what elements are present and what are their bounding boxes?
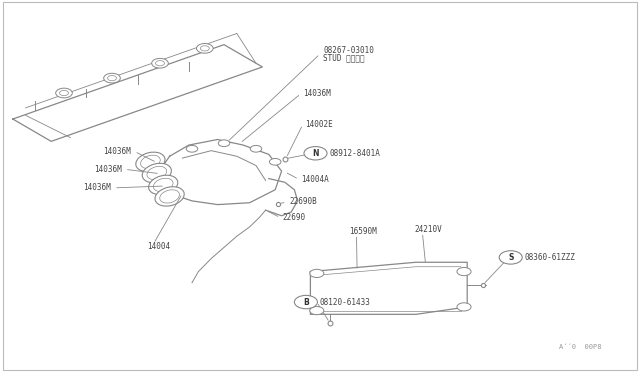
Circle shape bbox=[152, 58, 168, 68]
Circle shape bbox=[108, 76, 116, 81]
Circle shape bbox=[499, 251, 522, 264]
Text: A´´0  00P8: A´´0 00P8 bbox=[559, 344, 602, 350]
Ellipse shape bbox=[141, 155, 160, 169]
Text: S: S bbox=[508, 253, 513, 262]
Text: 14036M: 14036M bbox=[303, 89, 330, 98]
Circle shape bbox=[186, 145, 198, 152]
Text: 14004A: 14004A bbox=[301, 175, 328, 184]
Ellipse shape bbox=[136, 152, 165, 171]
Ellipse shape bbox=[154, 178, 173, 192]
Text: 22690: 22690 bbox=[282, 213, 305, 222]
Text: 14004: 14004 bbox=[147, 242, 170, 251]
Circle shape bbox=[310, 269, 324, 278]
Ellipse shape bbox=[142, 163, 172, 183]
Text: 16590M: 16590M bbox=[349, 227, 376, 236]
Circle shape bbox=[104, 73, 120, 83]
Circle shape bbox=[457, 303, 471, 311]
Circle shape bbox=[56, 88, 72, 98]
Circle shape bbox=[60, 90, 68, 96]
Circle shape bbox=[269, 158, 281, 165]
Text: 08267-03010: 08267-03010 bbox=[323, 46, 374, 55]
Text: 24210V: 24210V bbox=[415, 225, 442, 234]
Circle shape bbox=[196, 44, 213, 53]
Circle shape bbox=[294, 295, 317, 309]
Text: 14036M: 14036M bbox=[94, 165, 122, 174]
Text: B: B bbox=[303, 298, 308, 307]
Circle shape bbox=[457, 267, 471, 276]
Ellipse shape bbox=[147, 166, 166, 180]
Text: STUD スタッド: STUD スタッド bbox=[323, 53, 365, 62]
Text: 08120-61433: 08120-61433 bbox=[320, 298, 371, 307]
Circle shape bbox=[304, 147, 327, 160]
Text: 22690B: 22690B bbox=[289, 198, 317, 206]
Circle shape bbox=[200, 46, 209, 51]
Circle shape bbox=[250, 145, 262, 152]
Ellipse shape bbox=[155, 187, 184, 206]
Ellipse shape bbox=[148, 175, 178, 195]
Text: 08360-61ZZZ: 08360-61ZZZ bbox=[525, 253, 575, 262]
Text: 14036M: 14036M bbox=[83, 183, 111, 192]
Circle shape bbox=[156, 61, 164, 66]
Text: 08912-8401A: 08912-8401A bbox=[330, 149, 380, 158]
Circle shape bbox=[218, 140, 230, 147]
Text: 14002E: 14002E bbox=[305, 120, 332, 129]
Circle shape bbox=[310, 307, 324, 315]
Ellipse shape bbox=[160, 190, 179, 203]
Text: N: N bbox=[312, 149, 319, 158]
Text: 14036M: 14036M bbox=[104, 147, 131, 156]
